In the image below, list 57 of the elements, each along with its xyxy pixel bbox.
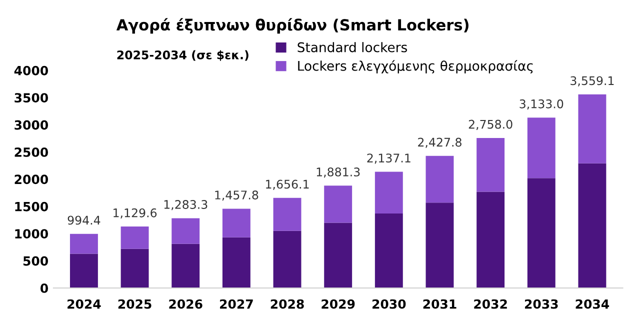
total-label: 3,133.0: [520, 99, 564, 110]
bar: [527, 178, 556, 288]
bar: [426, 156, 454, 203]
y-tick-label: 2500: [14, 147, 48, 157]
chart-subtitle: 2025-2034 (σε $εκ.): [117, 50, 248, 61]
x-tick-label: 2034: [576, 299, 610, 309]
bar: [120, 248, 149, 288]
legend-label: Standard lockers: [298, 42, 408, 52]
total-label: 1,881.3: [316, 167, 360, 178]
y-tick-label: 4000: [14, 66, 48, 76]
bar: [273, 230, 302, 288]
bar: [578, 94, 606, 164]
total-label: 1,656.1: [266, 180, 309, 190]
bar: [222, 237, 250, 288]
y-tick-label: 1000: [15, 229, 48, 239]
bar: [70, 234, 98, 254]
y-tick-label: 1500: [15, 202, 48, 212]
total-label: 3,559.1: [570, 76, 614, 86]
bar: [120, 226, 149, 249]
x-tick-label: 2029: [322, 299, 355, 309]
bar: [273, 198, 302, 231]
x-tick-label: 2031: [423, 299, 456, 309]
total-label: 1,129.6: [114, 208, 157, 219]
x-tick-label: 2026: [169, 299, 202, 309]
chart-title: Αγορά έξυπνων θυρίδων (Smart Lockers): [116, 18, 468, 34]
bar: [374, 172, 403, 214]
total-label: 1,457.8: [215, 190, 258, 201]
y-tick-label: 3500: [14, 93, 48, 103]
bar: [527, 118, 556, 178]
total-label: 2,427.8: [418, 138, 462, 148]
bar: [578, 163, 606, 288]
x-tick-label: 2025: [118, 299, 152, 309]
x-tick-label: 2028: [270, 299, 304, 309]
x-tick-label: 2030: [372, 299, 406, 309]
y-tick-label: 3000: [14, 120, 48, 130]
total-label: 1,283.3: [164, 200, 208, 210]
x-tick-label: 2033: [524, 299, 558, 309]
bar: [476, 192, 505, 288]
bar: [222, 208, 250, 238]
legend-label: Lockers ελεγχόμενης θερμοκρασίας: [298, 60, 533, 74]
bar: [476, 138, 505, 192]
total-label: 2,137.1: [367, 154, 410, 164]
bar: [70, 254, 98, 288]
bar: [426, 202, 454, 288]
bar: [324, 222, 352, 288]
bar: [172, 244, 200, 288]
x-tick-label: 2027: [220, 299, 253, 309]
bar: [374, 213, 403, 288]
x-tick-label: 2024: [68, 299, 101, 309]
y-tick-label: 0: [40, 283, 48, 293]
y-tick-label: 500: [23, 256, 48, 266]
bar: [324, 186, 352, 223]
total-label: 2,758.0: [468, 120, 512, 130]
y-tick-label: 2000: [14, 174, 48, 184]
bar: [172, 218, 200, 244]
total-label: 994.4: [68, 216, 100, 225]
x-tick-label: 2032: [474, 299, 507, 309]
